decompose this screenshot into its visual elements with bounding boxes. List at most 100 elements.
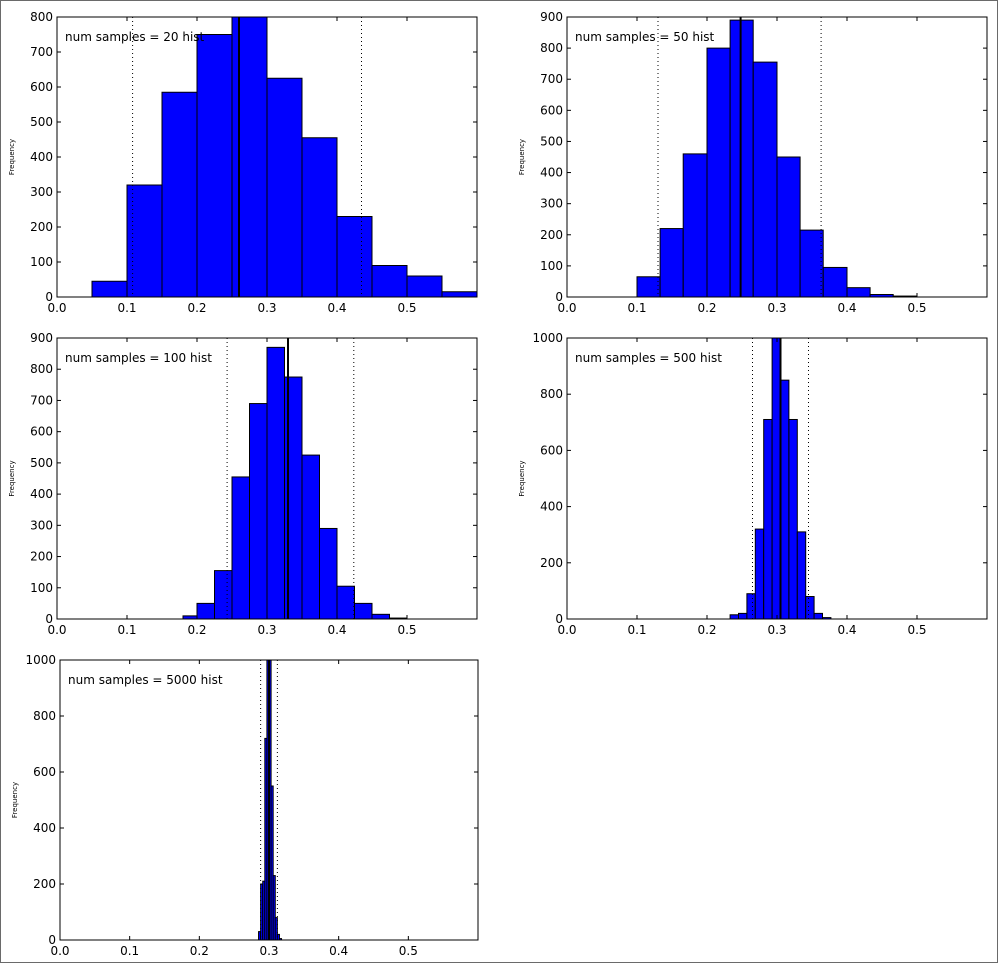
histogram-bar (406, 275, 443, 298)
histogram-bar (636, 276, 661, 298)
y-tick-label: 900 (30, 331, 53, 345)
y-tick-label: 100 (30, 255, 53, 269)
x-tick-label: 0.5 (397, 301, 416, 315)
x-tick-label: 0.1 (117, 301, 136, 315)
histogram-bar (266, 346, 285, 620)
sample-size-annotation: num samples = 50 hist (575, 30, 715, 44)
sample-size-annotation: num samples = 5000 hist (68, 673, 223, 687)
y-tick-label: 800 (30, 362, 53, 376)
histogram-bar (196, 602, 215, 620)
y-tick-label: 700 (540, 72, 563, 86)
y-tick-label: 200 (33, 877, 56, 891)
y-tick-label: 200 (540, 228, 563, 242)
y-tick-label: 600 (540, 443, 563, 457)
histogram-bar (319, 527, 338, 620)
histogram-bar (214, 570, 233, 620)
histogram-panel-3: 0.0 0.1 0.2 0.3 0.4 0.5 0 100 200 300 400 500 600 700… (8, 331, 478, 637)
histogram-bar (788, 418, 798, 620)
histogram-bar (805, 596, 815, 620)
histogram-bar (371, 613, 390, 620)
y-tick-label: 500 (30, 115, 53, 129)
histogram-bar (301, 454, 320, 620)
y-tick-label: 100 (30, 581, 53, 595)
y-tick-label: 300 (540, 197, 563, 211)
x-tick-label: 0.3 (767, 623, 786, 637)
histogram-bar (371, 265, 408, 298)
x-tick-label: 0.3 (767, 301, 786, 315)
y-tick-label: 700 (30, 393, 53, 407)
histogram-bar (336, 216, 373, 298)
x-tick-label: 0.2 (187, 301, 206, 315)
histogram-bar (354, 602, 373, 620)
histogram-bar (301, 137, 338, 298)
histogram-bar (746, 593, 756, 620)
y-tick-label: 400 (33, 821, 56, 835)
y-tick-label: 300 (30, 518, 53, 532)
histogram-bar (231, 16, 268, 298)
x-tick-label: 0.1 (120, 944, 139, 958)
histogram-bar (752, 61, 778, 298)
sample-size-annotation: num samples = 100 hist (65, 351, 212, 365)
x-tick-label: 0.0 (47, 623, 66, 637)
y-tick-label: 500 (30, 456, 53, 470)
histogram-bar (336, 585, 355, 620)
histogram-panel-5: 0.0 0.1 0.2 0.3 0.4 0.5 0 200 400 600 800 1000 Frequ… (11, 653, 479, 958)
x-tick-label: 0.2 (187, 623, 206, 637)
y-tick-label: 500 (540, 134, 563, 148)
y-tick-label: 600 (540, 103, 563, 117)
histogram-bar (780, 379, 790, 620)
y-tick-label: 1000 (532, 331, 563, 345)
y-tick-label: 100 (540, 259, 563, 273)
y-tick-label: 400 (30, 150, 53, 164)
histogram-bar (196, 34, 233, 298)
x-tick-label: 0.2 (697, 623, 716, 637)
y-tick-label: 0 (555, 612, 563, 626)
histogram-bar (729, 19, 754, 298)
y-tick-label: 800 (33, 709, 56, 723)
histogram-bar (796, 531, 807, 620)
x-tick-label: 0.5 (907, 623, 926, 637)
y-tick-label: 800 (540, 41, 563, 55)
histogram-bar (813, 612, 823, 620)
y-tick-label: 600 (33, 765, 56, 779)
histogram-bar (799, 229, 824, 298)
y-axis-label: Frequency (518, 460, 526, 496)
y-tick-label: 800 (540, 387, 563, 401)
x-tick-label: 0.2 (190, 944, 209, 958)
x-tick-label: 0.3 (257, 623, 276, 637)
y-tick-label: 0 (45, 612, 53, 626)
x-tick-label: 0.5 (397, 623, 416, 637)
histogram-bar (763, 418, 773, 620)
y-tick-label: 400 (540, 166, 563, 180)
histogram-bar (249, 403, 268, 620)
x-tick-label: 0.1 (627, 301, 646, 315)
x-tick-label: 0.2 (697, 301, 716, 315)
x-tick-label: 0.5 (907, 301, 926, 315)
x-tick-label: 0.1 (627, 623, 646, 637)
y-tick-label: 600 (30, 425, 53, 439)
y-tick-label: 700 (30, 45, 53, 59)
y-tick-label: 200 (30, 550, 53, 564)
x-tick-label: 0.1 (117, 623, 136, 637)
histogram-bar (231, 476, 250, 620)
histogram-bar (729, 614, 739, 620)
x-tick-label: 0.0 (47, 301, 66, 315)
x-tick-label: 0.4 (837, 623, 856, 637)
x-tick-label: 0.3 (257, 301, 276, 315)
x-tick-label: 0.4 (327, 623, 346, 637)
histogram-panel-1: 0.0 0.1 0.2 0.3 0.4 0.5 0 100 200 300 400 500 600 700… (8, 10, 478, 315)
histogram-bar (91, 280, 128, 298)
y-axis-label: Frequency (8, 139, 16, 175)
y-tick-label: 0 (48, 933, 56, 947)
histogram-bar (706, 47, 731, 298)
y-tick-label: 900 (540, 10, 563, 24)
histogram-bar (738, 612, 748, 620)
y-tick-label: 800 (30, 10, 53, 24)
histogram-bar (846, 287, 871, 298)
histogram-panel-2: 0.0 0.1 0.2 0.3 0.4 0.5 0 100 200 300 400 500 600 700… (518, 10, 988, 315)
x-tick-label: 0.3 (259, 944, 278, 958)
histogram-bar (161, 91, 198, 298)
histogram-panel-4: 0.0 0.1 0.2 0.3 0.4 0.5 0 200 400 600 800 1000 Frequ… (518, 331, 988, 637)
